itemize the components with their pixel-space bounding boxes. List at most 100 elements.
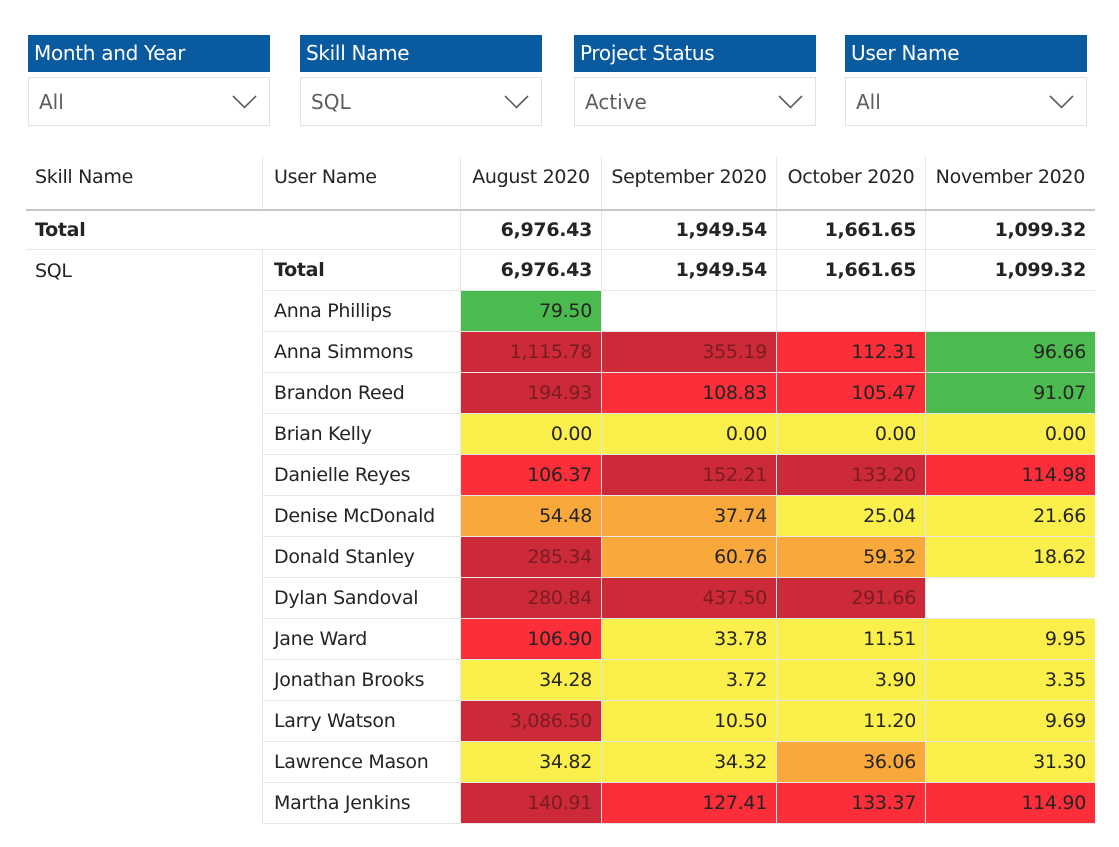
grand-total-value: 6,976.43: [460, 211, 601, 249]
slicer-title: Project Status: [574, 35, 816, 72]
row-header-user[interactable]: Martha Jenkins: [262, 783, 460, 824]
value-cell: 140.91: [460, 783, 601, 824]
row-header-user[interactable]: Jane Ward: [262, 619, 460, 660]
skill-name-dropdown[interactable]: SQL: [300, 77, 542, 126]
value-cell: [925, 578, 1095, 619]
row-header-user[interactable]: Danielle Reyes: [262, 455, 460, 496]
slicer-user-name: User Name All: [845, 35, 1087, 126]
value-cell: 106.37: [460, 455, 601, 496]
grand-total-row: Total 6,976.43 1,949.54 1,661.65 1,099.3…: [26, 209, 1095, 250]
value-cell: 114.98: [925, 455, 1095, 496]
row-skill-spacer: [26, 660, 262, 701]
value-cell: 31.30: [925, 742, 1095, 783]
matrix-header-row: Skill Name User Name August 2020 Septemb…: [26, 157, 1095, 209]
value-cell: 112.31: [776, 332, 925, 373]
row-header-skill[interactable]: SQL: [35, 259, 72, 282]
row-header-user[interactable]: Anna Phillips: [262, 291, 460, 332]
value-cell: 91.07: [925, 373, 1095, 414]
slicer-title: Month and Year: [28, 35, 270, 72]
value-cell: 96.66: [925, 332, 1095, 373]
matrix-visual: Skill Name User Name August 2020 Septemb…: [26, 157, 1095, 824]
value-cell: 21.66: [925, 496, 1095, 537]
subtotal-value: 6,976.43: [460, 250, 601, 291]
value-cell: 3.72: [601, 660, 776, 701]
value-cell: 33.78: [601, 619, 776, 660]
value-cell: 291.66: [776, 578, 925, 619]
row-header-user[interactable]: Brandon Reed: [262, 373, 460, 414]
value-cell: 11.51: [776, 619, 925, 660]
slicer-project-status: Project Status Active: [574, 35, 816, 126]
row-skill-spacer: [26, 414, 262, 455]
value-cell: 133.37: [776, 783, 925, 824]
chevron-down-icon: [504, 95, 529, 109]
value-cell: 11.20: [776, 701, 925, 742]
dropdown-value: SQL: [311, 90, 351, 114]
table-row: Anna Simmons 1,115.78 355.19 112.31 96.66: [26, 332, 1095, 373]
value-cell: 3.35: [925, 660, 1095, 701]
table-row: Martha Jenkins 140.91 127.41 133.37 114.90: [26, 783, 1095, 824]
subtotal-value: 1,099.32: [925, 250, 1095, 291]
row-skill-spacer: [26, 496, 262, 537]
value-cell: 10.50: [601, 701, 776, 742]
row-skill-spacer: [26, 619, 262, 660]
row-skill-spacer: [26, 578, 262, 619]
row-header-user[interactable]: Lawrence Mason: [262, 742, 460, 783]
value-cell: 60.76: [601, 537, 776, 578]
value-cell: 59.32: [776, 537, 925, 578]
value-cell: 437.50: [601, 578, 776, 619]
row-header-user[interactable]: Dylan Sandoval: [262, 578, 460, 619]
column-header-month[interactable]: September 2020: [601, 157, 776, 209]
dropdown-value: All: [39, 90, 64, 114]
row-header-user[interactable]: Larry Watson: [262, 701, 460, 742]
project-status-dropdown[interactable]: Active: [574, 77, 816, 126]
row-header-user[interactable]: Anna Simmons: [262, 332, 460, 373]
value-cell: 108.83: [601, 373, 776, 414]
chevron-down-icon: [778, 95, 803, 109]
column-header-user-name[interactable]: User Name: [262, 157, 460, 209]
row-skill-spacer: [26, 783, 262, 824]
value-cell: 0.00: [776, 414, 925, 455]
column-header-month[interactable]: November 2020: [925, 157, 1095, 209]
row-skill-spacer: [26, 537, 262, 578]
table-row: Larry Watson 3,086.50 10.50 11.20 9.69: [26, 701, 1095, 742]
value-cell: 1,115.78: [460, 332, 601, 373]
row-header-user[interactable]: Brian Kelly: [262, 414, 460, 455]
value-cell: 0.00: [601, 414, 776, 455]
row-header-user[interactable]: Donald Stanley: [262, 537, 460, 578]
value-cell: 133.20: [776, 455, 925, 496]
value-cell: 106.90: [460, 619, 601, 660]
table-row: Dylan Sandoval 280.84 437.50 291.66: [26, 578, 1095, 619]
value-cell: 0.00: [460, 414, 601, 455]
value-cell: 3,086.50: [460, 701, 601, 742]
table-row: Donald Stanley 285.34 60.76 59.32 18.62: [26, 537, 1095, 578]
value-cell: 9.69: [925, 701, 1095, 742]
grand-total-value: 1,661.65: [776, 211, 925, 249]
table-row: Denise McDonald 54.48 37.74 25.04 21.66: [26, 496, 1095, 537]
value-cell: 127.41: [601, 783, 776, 824]
value-cell: 9.95: [925, 619, 1095, 660]
column-header-skill-name[interactable]: Skill Name: [35, 166, 133, 188]
value-cell: [776, 291, 925, 332]
subtotal-label: Total: [262, 250, 460, 291]
value-cell: 34.28: [460, 660, 601, 701]
table-row: Anna Phillips 79.50: [26, 291, 1095, 332]
month-and-year-dropdown[interactable]: All: [28, 77, 270, 126]
chevron-down-icon: [1049, 95, 1074, 109]
value-cell: 54.48: [460, 496, 601, 537]
value-cell: 36.06: [776, 742, 925, 783]
row-header-user[interactable]: Jonathan Brooks: [262, 660, 460, 701]
value-cell: 79.50: [460, 291, 601, 332]
user-name-dropdown[interactable]: All: [845, 77, 1087, 126]
column-header-month[interactable]: October 2020: [776, 157, 925, 209]
value-cell: 0.00: [925, 414, 1095, 455]
group-subtotal-row: SQL Total 6,976.43 1,949.54 1,661.65 1,0…: [26, 250, 1095, 291]
table-row: Brandon Reed 194.93 108.83 105.47 91.07: [26, 373, 1095, 414]
grand-total-label: Total: [35, 219, 86, 241]
value-cell: 37.74: [601, 496, 776, 537]
subtotal-value: 1,661.65: [776, 250, 925, 291]
column-header-month[interactable]: August 2020: [460, 157, 601, 209]
row-header-user[interactable]: Denise McDonald: [262, 496, 460, 537]
value-cell: 114.90: [925, 783, 1095, 824]
value-cell: 285.34: [460, 537, 601, 578]
value-cell: 355.19: [601, 332, 776, 373]
